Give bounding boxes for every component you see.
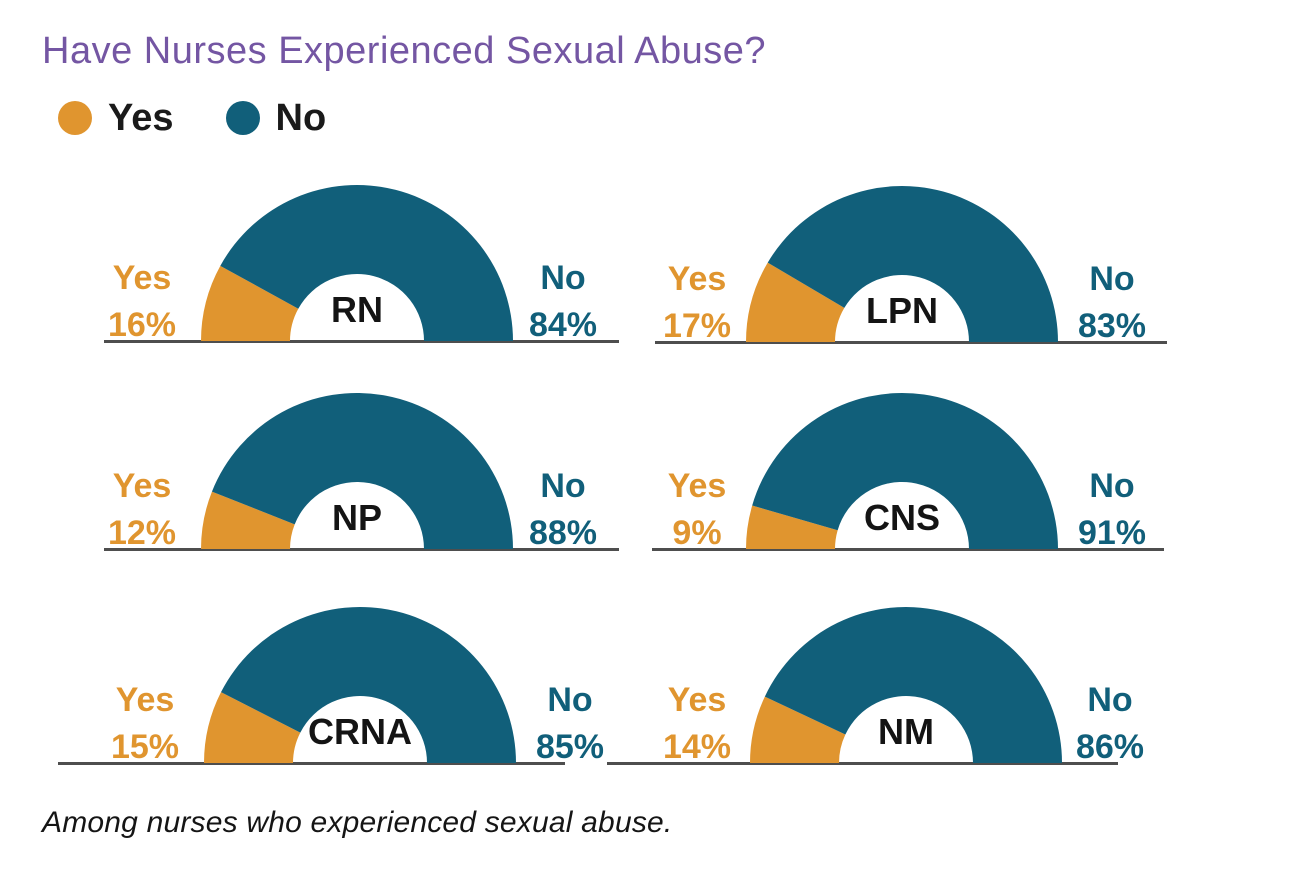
caption: Among nurses who experienced sexual abus…	[42, 806, 673, 839]
gauge-arc-yes-CRNA	[204, 692, 301, 763]
yes-value: 14%	[662, 728, 732, 766]
gauge-group-label-LPN: LPN	[866, 290, 938, 331]
no-value: 83%	[1077, 307, 1147, 345]
gauge-donut-CNS	[746, 392, 1058, 549]
yes-value: 17%	[662, 307, 732, 345]
legend: Yes No	[58, 96, 326, 140]
gauge-donut-RN	[201, 185, 514, 341]
gauge-yes-label-NM: Yes 14%	[612, 677, 782, 771]
gauge-baseline-CNS	[652, 548, 1164, 551]
gauge-baseline-NM	[607, 762, 1118, 765]
gauge-yes-label-RN: Yes 16%	[57, 255, 227, 349]
yes-word: Yes	[667, 467, 727, 505]
gauge-no-label-RN: No 84%	[478, 255, 648, 349]
legend-yes-swatch	[58, 101, 92, 135]
no-word: No	[1087, 681, 1133, 719]
yes-value: 16%	[107, 306, 177, 344]
gauge-arc-yes-NP	[201, 491, 295, 549]
no-word: No	[547, 681, 593, 719]
gauge-group-label-CRNA: CRNA	[308, 711, 412, 752]
gauge-group-label-RN: RN	[331, 289, 383, 330]
yes-word: Yes	[115, 681, 175, 719]
no-word: No	[540, 467, 586, 505]
no-word: No	[540, 259, 586, 297]
gauge-arc-no-NP	[211, 392, 513, 549]
gauge-donut-LPN	[746, 185, 1058, 342]
gauge-arc-no-NM	[764, 607, 1062, 763]
gauge-donut-NP	[201, 392, 513, 549]
gauge-yes-label-CRNA: Yes 15%	[60, 677, 230, 771]
no-value: 85%	[535, 728, 605, 766]
gauge-no-label-NP: No 88%	[478, 463, 648, 557]
page-title: Have Nurses Experienced Sexual Abuse?	[42, 30, 767, 72]
legend-yes-label: Yes	[108, 97, 174, 139]
no-value: 86%	[1075, 728, 1145, 766]
gauge-arc-yes-CNS	[746, 505, 838, 549]
yes-value: 9%	[672, 514, 722, 552]
gauge-group-label-NP: NP	[331, 497, 382, 538]
gauge-arc-no-CNS	[752, 392, 1058, 549]
gauge-baseline-NP	[104, 548, 619, 551]
no-word: No	[1089, 467, 1135, 505]
yes-word: Yes	[112, 259, 172, 297]
yes-value: 12%	[107, 514, 177, 552]
no-value: 88%	[528, 514, 598, 552]
legend-no-swatch	[225, 101, 260, 135]
gauge-yes-label-CNS: Yes 9%	[612, 463, 782, 557]
yes-word: Yes	[667, 260, 727, 298]
gauge-yes-label-LPN: Yes 17%	[612, 256, 782, 350]
gauge-group-label-CNS: CNS	[863, 497, 940, 538]
no-word: No	[1089, 260, 1135, 298]
no-value: 91%	[1077, 514, 1147, 552]
gauge-no-label-NM: No 86%	[1025, 677, 1195, 771]
no-value: 84%	[528, 306, 598, 344]
gauge-baseline-RN	[104, 340, 619, 343]
gauge-yes-label-NP: Yes 12%	[57, 463, 227, 557]
gauge-donut-NM	[750, 607, 1062, 763]
gauge-donut-CRNA	[204, 606, 516, 763]
legend-no-label: No	[275, 97, 327, 139]
yes-value: 15%	[110, 728, 180, 766]
gauge-arc-yes-RN	[201, 265, 299, 341]
yes-word: Yes	[112, 467, 172, 505]
gauge-baseline-LPN	[655, 341, 1167, 344]
gauge-arc-no-RN	[220, 185, 514, 341]
gauge-no-label-CNS: No 91%	[1027, 463, 1197, 557]
gauge-arc-no-LPN	[767, 185, 1058, 342]
gauge-baseline-CRNA	[58, 762, 565, 765]
gauge-no-label-LPN: No 83%	[1027, 256, 1197, 350]
gauge-arc-yes-NM	[750, 696, 846, 763]
yes-word: Yes	[667, 681, 727, 719]
gauge-arc-no-CRNA	[221, 606, 516, 763]
gauge-group-label-NM: NM	[878, 711, 934, 752]
gauge-arc-yes-LPN	[746, 262, 845, 342]
gauge-no-label-CRNA: No 85%	[485, 677, 655, 771]
